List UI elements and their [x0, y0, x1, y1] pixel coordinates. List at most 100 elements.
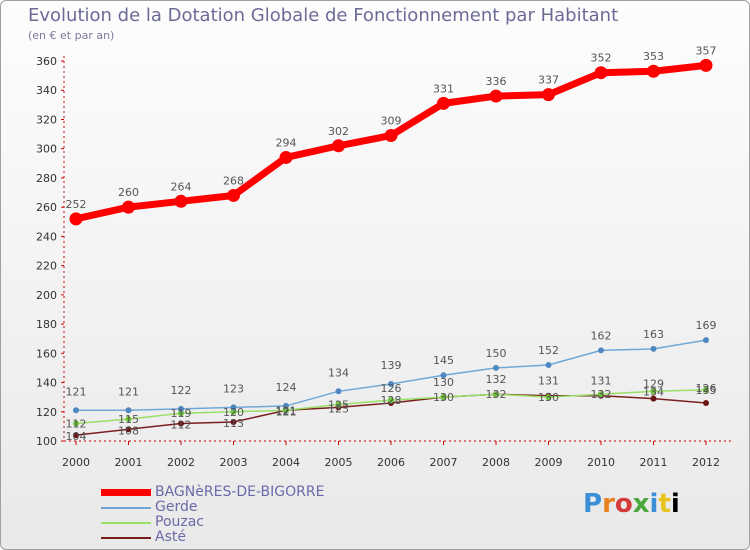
y-tick-label: 300 [36, 143, 57, 156]
x-tick-label: 2002 [167, 456, 195, 469]
data-label: 264 [171, 180, 192, 193]
data-label: 357 [696, 44, 717, 57]
data-label: 128 [381, 394, 402, 407]
data-point [437, 96, 450, 110]
data-label: 162 [591, 329, 612, 342]
data-point [598, 347, 604, 354]
legend-item: Asté [101, 530, 324, 545]
data-label: 309 [381, 115, 402, 128]
data-point [178, 420, 184, 427]
x-tick-label: 2012 [692, 456, 720, 469]
data-point [545, 362, 552, 368]
data-label: 134 [328, 366, 349, 379]
data-label: 336 [486, 75, 507, 88]
y-tick-label: 180 [36, 318, 57, 331]
legend-item: Pouzac [101, 515, 324, 530]
data-point [650, 345, 657, 352]
data-point [125, 426, 132, 433]
y-tick-label: 140 [36, 377, 57, 390]
data-label: 119 [171, 407, 192, 420]
data-point [489, 89, 503, 103]
data-label: 353 [643, 50, 664, 63]
chart-subtitle: (en € et par an) [28, 29, 115, 42]
data-label: 115 [118, 413, 139, 426]
data-label: 130 [433, 391, 454, 404]
data-point [335, 388, 342, 395]
data-point [125, 407, 132, 414]
y-tick-label: 100 [36, 435, 57, 448]
data-label: 121 [66, 385, 87, 398]
data-point [594, 66, 608, 80]
legend-swatch [101, 536, 151, 539]
data-label: 108 [118, 424, 139, 437]
data-label: 122 [171, 384, 192, 397]
data-label: 134 [643, 385, 664, 398]
data-point [703, 337, 709, 344]
y-tick-label: 360 [36, 55, 57, 68]
legend-item: BAGNèRES-DE-BIGORRE [101, 485, 324, 500]
legend-swatch [101, 489, 151, 496]
data-point [388, 397, 394, 404]
x-tick-label: 2011 [640, 456, 668, 469]
data-point [440, 394, 447, 401]
data-point [598, 391, 604, 398]
legend-label: Asté [155, 529, 186, 545]
data-point [545, 394, 552, 401]
data-label: 123 [223, 382, 244, 395]
series-line [72, 61, 710, 223]
data-label: 152 [538, 344, 559, 357]
data-point [647, 64, 660, 78]
data-label: 125 [328, 398, 349, 411]
data-label: 121 [276, 404, 297, 417]
data-point [178, 410, 184, 417]
data-point [650, 395, 657, 402]
x-tick-label: 2009 [535, 456, 563, 469]
data-label: 132 [486, 388, 507, 401]
data-point [703, 400, 709, 406]
data-label: 131 [538, 375, 559, 388]
x-tick-label: 2008 [482, 456, 510, 469]
data-point [283, 407, 289, 414]
data-point [73, 407, 79, 414]
data-label: 112 [171, 418, 192, 431]
data-label: 130 [433, 376, 454, 389]
data-label: 163 [643, 328, 664, 341]
data-point [440, 372, 447, 379]
data-point [230, 408, 237, 415]
data-label: 113 [223, 417, 244, 430]
legend-swatch [101, 521, 151, 524]
data-label: 129 [643, 378, 664, 391]
data-point [230, 404, 237, 411]
legend-label: BAGNèRES-DE-BIGORRE [155, 484, 325, 500]
data-point [122, 200, 135, 214]
data-label: 169 [696, 319, 717, 332]
data-label: 124 [276, 381, 297, 394]
data-label: 352 [591, 52, 612, 65]
data-label: 302 [328, 125, 349, 138]
data-label: 150 [486, 347, 507, 360]
x-tick-label: 2004 [272, 456, 300, 469]
data-point [493, 364, 499, 371]
data-point [335, 401, 342, 408]
data-label: 145 [433, 354, 454, 367]
x-tick-label: 2006 [377, 456, 405, 469]
data-label: 126 [696, 382, 717, 395]
y-tick-label: 120 [36, 406, 57, 419]
legend-label: Pouzac [155, 514, 205, 530]
data-label: 139 [381, 359, 402, 372]
legend-label: Gerde [155, 499, 198, 515]
data-point [332, 139, 345, 153]
x-tick-label: 2003 [220, 456, 248, 469]
y-tick-label: 220 [36, 260, 57, 273]
y-tick-label: 240 [36, 230, 57, 243]
data-point [125, 416, 132, 423]
data-label: 132 [591, 388, 612, 401]
y-tick-label: 340 [36, 84, 57, 97]
y-tick-label: 320 [36, 113, 57, 126]
y-tick-label: 280 [36, 172, 57, 185]
data-label: 337 [538, 74, 559, 87]
x-tick-label: 2010 [587, 456, 615, 469]
data-label: 135 [696, 384, 717, 397]
